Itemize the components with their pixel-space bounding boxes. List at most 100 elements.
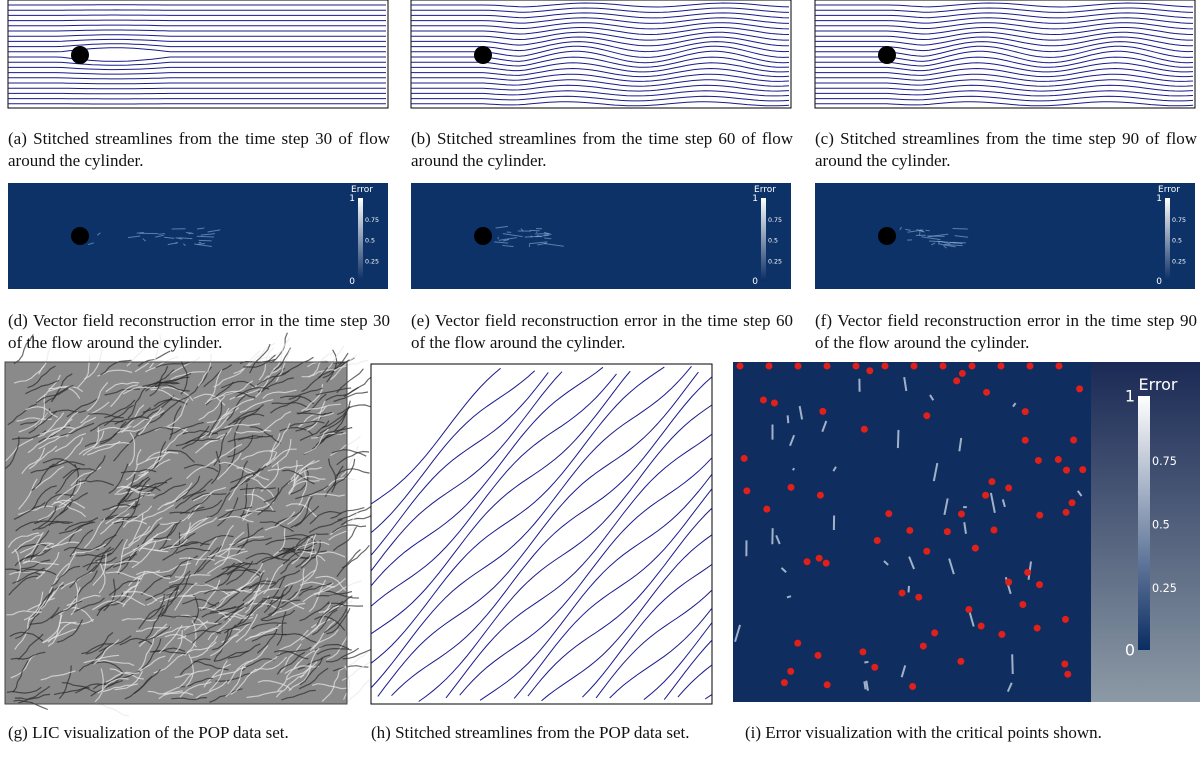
- error-streak: [787, 596, 791, 597]
- colorbar-tick-label: 0.75: [1172, 217, 1186, 224]
- caption: (f) Vector field reconstruction error in…: [815, 310, 1197, 354]
- critical-point: [763, 506, 770, 513]
- colorbar-tick-label: 0.25: [1172, 258, 1186, 265]
- cylinder: [878, 46, 896, 64]
- critical-point: [923, 548, 930, 555]
- cylinder: [474, 46, 492, 64]
- critical-point: [1005, 484, 1012, 491]
- colorbar-tick-label: 0.5: [768, 238, 778, 245]
- streamline: [8, 88, 386, 89]
- colorbar-tick-label: 0.5: [1152, 519, 1170, 532]
- critical-point: [978, 623, 985, 630]
- critical-point: [853, 363, 860, 370]
- colorbar-tick-label: 0: [752, 277, 758, 287]
- colorbar-tick-label: 0: [1156, 277, 1162, 287]
- error-streak: [864, 662, 868, 663]
- critical-point: [923, 412, 930, 419]
- critical-point: [816, 555, 823, 562]
- colorbar-tick-label: 1: [1125, 387, 1135, 406]
- colorbar-tick-label: 0.25: [1152, 582, 1177, 595]
- error-field: [411, 183, 791, 289]
- critical-point: [982, 492, 989, 499]
- critical-point: [990, 527, 997, 534]
- caption: (b) Stitched streamlines from the time s…: [411, 128, 793, 172]
- critical-point: [1079, 466, 1086, 473]
- error-streak: [953, 228, 968, 229]
- error-streak: [898, 430, 899, 448]
- lic-streak: [347, 678, 374, 702]
- critical-point: [1064, 671, 1071, 678]
- critical-point: [1063, 467, 1070, 474]
- critical-point: [899, 590, 906, 597]
- critical-point: [1022, 437, 1029, 444]
- critical-point: [1019, 601, 1026, 608]
- colorbar-tick-label: 0.5: [365, 238, 375, 245]
- lic-streak: [96, 704, 129, 716]
- critical-point: [885, 510, 892, 517]
- critical-point: [931, 629, 938, 636]
- critical-point: [871, 664, 878, 671]
- critical-point: [1076, 385, 1083, 392]
- cylinder: [474, 227, 492, 245]
- caption: (c) Stitched streamlines from the time s…: [815, 128, 1197, 172]
- critical-point: [787, 484, 794, 491]
- critical-point: [1036, 512, 1043, 519]
- colorbar: [1138, 396, 1150, 650]
- colorbar-tick-label: 0.75: [365, 217, 379, 224]
- critical-point: [920, 643, 927, 650]
- critical-point: [1061, 661, 1068, 668]
- critical-point: [911, 363, 918, 370]
- critical-point: [741, 455, 748, 462]
- critical-point: [965, 606, 972, 613]
- critical-point: [944, 528, 951, 535]
- critical-point: [1022, 408, 1029, 415]
- critical-point: [781, 679, 788, 686]
- colorbar-tick-label: 0.75: [768, 217, 782, 224]
- error-streak: [1012, 654, 1013, 674]
- colorbar-tick-label: 1: [349, 194, 355, 204]
- critical-point: [1034, 625, 1041, 632]
- colorbar-title: Error: [1139, 375, 1178, 394]
- critical-point: [874, 537, 881, 544]
- critical-point: [1036, 581, 1043, 588]
- critical-point: [915, 594, 922, 601]
- critical-point: [815, 652, 822, 659]
- colorbar: [358, 198, 363, 281]
- colorbar-tick-label: 0.75: [1152, 455, 1177, 468]
- critical-point: [1024, 569, 1031, 576]
- error-streak: [544, 235, 549, 236]
- colorbar: [1165, 198, 1170, 281]
- critical-point: [1055, 456, 1062, 463]
- critical-point: [983, 389, 990, 396]
- colorbar-tick-label: 0.25: [768, 258, 782, 265]
- critical-point: [909, 683, 916, 690]
- critical-point: [906, 527, 913, 534]
- figure-page: Error10.750.50.250Error10.750.50.250Erro…: [0, 0, 1204, 771]
- cylinder: [71, 46, 89, 64]
- caption: (g) LIC visualization of the POP data se…: [8, 722, 343, 744]
- error-streak: [793, 468, 794, 470]
- critical-point: [824, 363, 831, 370]
- error-streak: [864, 681, 865, 689]
- critical-point: [998, 363, 1005, 370]
- colorbar-tick-label: 1: [1156, 194, 1162, 204]
- critical-point: [1069, 499, 1076, 506]
- error-streak: [158, 234, 165, 235]
- critical-point: [760, 396, 767, 403]
- critical-point: [743, 487, 750, 494]
- caption: (h) Stitched streamlines from the POP da…: [371, 722, 711, 744]
- critical-point: [804, 558, 811, 565]
- colorbar-tick-label: 0.25: [365, 258, 379, 265]
- cylinder: [71, 227, 89, 245]
- panel-frame: [8, 0, 388, 108]
- critical-point: [882, 363, 889, 370]
- figure: Error10.750.50.250Error10.750.50.250Erro…: [0, 0, 1204, 771]
- critical-point: [766, 363, 773, 370]
- critical-point: [823, 560, 830, 567]
- critical-point: [824, 681, 831, 688]
- critical-point: [1027, 363, 1034, 370]
- critical-point: [1063, 509, 1070, 516]
- critical-point: [972, 545, 979, 552]
- critical-point: [957, 658, 964, 665]
- colorbar-tick-label: 0: [349, 277, 355, 287]
